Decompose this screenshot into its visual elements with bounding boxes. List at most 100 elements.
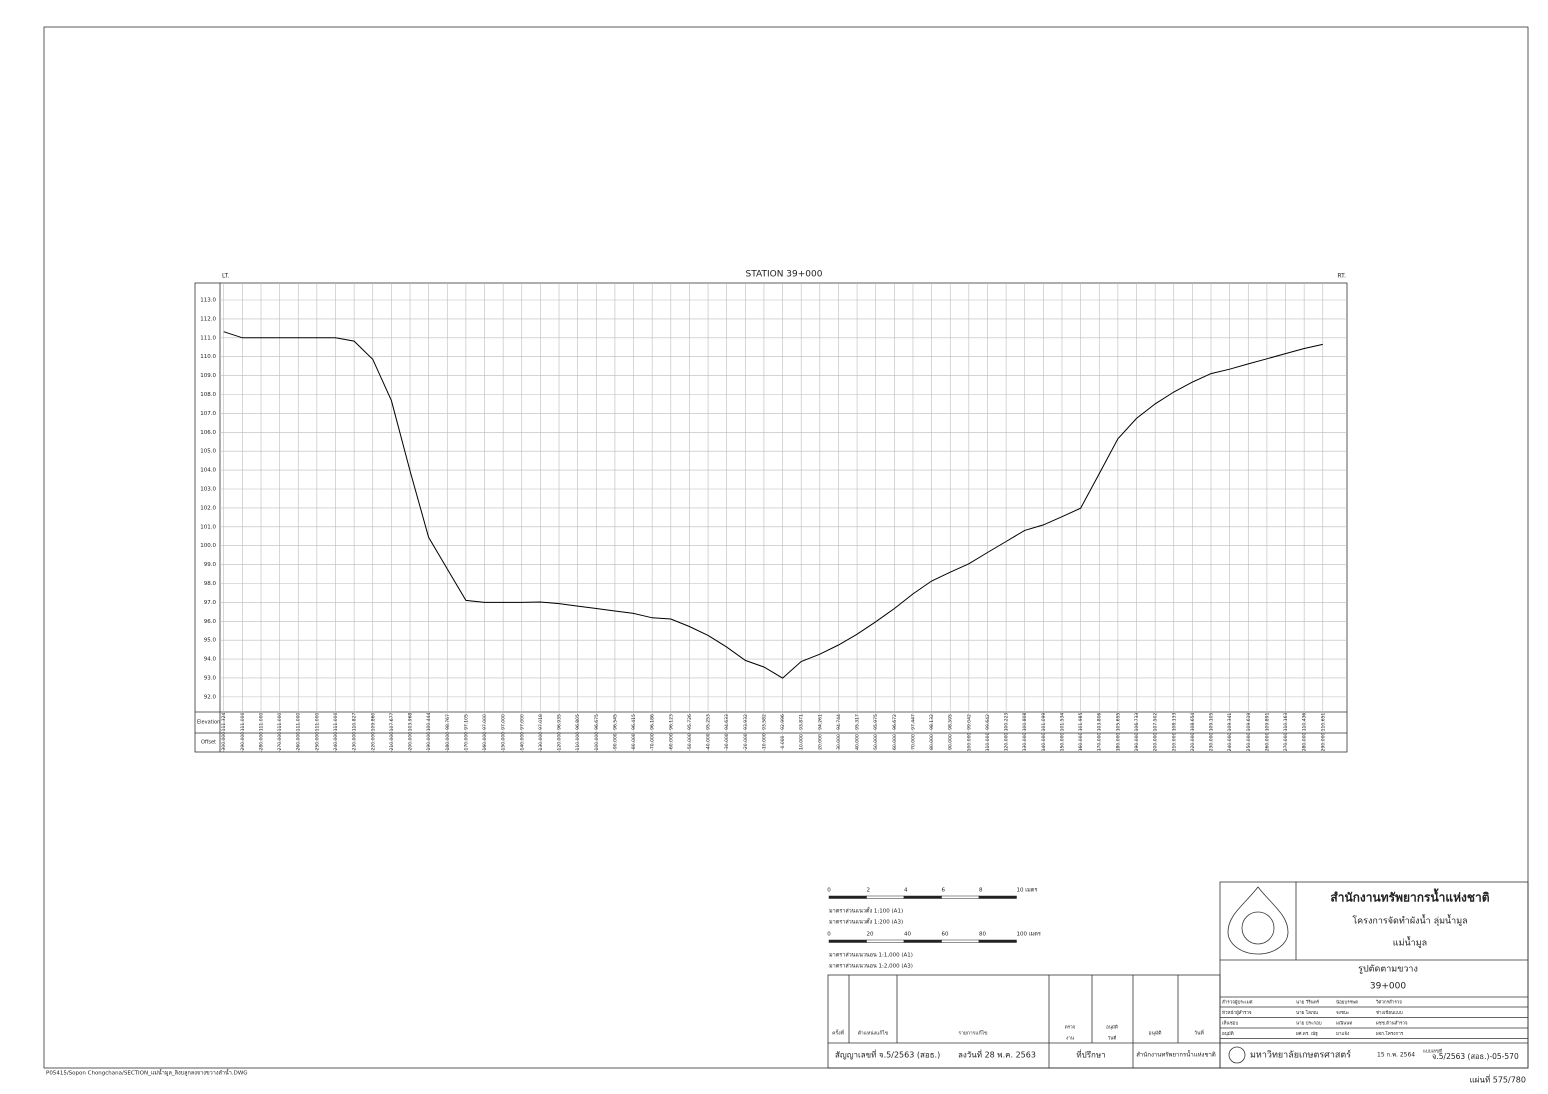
rev-header: ครั้งที่: [832, 1028, 844, 1037]
x-tick-label: -70.000: [650, 733, 656, 751]
scale-segment: [903, 939, 942, 943]
x-tick-label: -50.000: [687, 733, 693, 751]
elevation-label: 110.163: [1283, 713, 1289, 732]
scale-note: มาตราส่วนแนวนอน 1:2,000 (A3): [829, 963, 913, 970]
scale-segment: [978, 895, 1017, 899]
elevation-label: 97.000: [482, 714, 488, 730]
river: แม่น้ำมูล: [1393, 936, 1427, 949]
y-tick-label: 108.0: [200, 392, 216, 398]
y-tick-label: 104.0: [200, 468, 216, 474]
elevation-label: 111.000: [296, 713, 302, 732]
contract-date: ลงวันที่ 28 พ.ค. 2563: [958, 1049, 1036, 1060]
x-tick-label: 90.000: [948, 734, 954, 750]
x-tick-label: 220.000: [1190, 733, 1196, 752]
x-tick-label: -300.000: [221, 732, 227, 752]
rev-header: ตรวจ: [1065, 1025, 1076, 1031]
x-tick-label: -230.000: [352, 732, 358, 752]
x-tick-label: -10.000: [761, 733, 767, 751]
staff-cell: มณีนนท: [1336, 1021, 1352, 1027]
y-tick-label: 99.0: [204, 562, 217, 568]
y-tick-label: 92.0: [204, 694, 217, 700]
elevation-label: 103.968: [408, 713, 414, 732]
elevation-label: 93.932: [743, 714, 749, 730]
scale-segment: [978, 939, 1017, 943]
elevation-label: 110.436: [1302, 713, 1308, 732]
y-tick-label: 96.0: [204, 619, 217, 625]
x-tick-label: 250.000: [1246, 733, 1252, 752]
x-tick-label: -140.000: [519, 732, 525, 752]
elevation-label: 110.651: [1320, 713, 1326, 732]
elevation-label: 93.871: [799, 714, 805, 730]
row-label: Elevation: [197, 720, 220, 726]
rev-header: รายการแก้ไข: [958, 1030, 987, 1037]
y-tick-label: 106.0: [200, 430, 216, 436]
elevation-label: 99.642: [985, 714, 991, 730]
drawing-no: จ.5/2563 (สอธ.)-05-570: [1432, 1052, 1519, 1061]
logo: [1241, 911, 1275, 945]
staff-cell: ผชช.ด้านสำรวจ: [1376, 1020, 1408, 1027]
x-tick-label: 260.000: [1264, 733, 1270, 752]
staff-cell: น้อยบรรพต: [1336, 1000, 1358, 1006]
y-tick-label: 97.0: [204, 600, 217, 606]
elevation-label: 108.133: [1171, 713, 1177, 732]
y-tick-label: 111.0: [200, 335, 216, 341]
scale-segment: [828, 895, 867, 899]
x-tick-label: 40.000: [855, 734, 861, 750]
ground-profile: [223, 331, 1323, 679]
staff-cell: หัวหน้าผู้สำรวจ: [1222, 1009, 1252, 1016]
y-tick-label: 102.0: [200, 505, 216, 511]
elevation-label: 94.633: [724, 714, 730, 730]
chart-title: STATION 39+000: [746, 270, 823, 280]
elevation-label: 111.000: [240, 713, 246, 732]
x-tick-label: -160.000: [482, 732, 488, 752]
title-block: [1219, 881, 1529, 1069]
y-tick-label: 93.0: [204, 675, 217, 681]
x-tick-label: 50.000: [873, 734, 879, 750]
x-tick-label: 190.000: [1134, 733, 1140, 752]
scale-tick: 10 เมตร: [1017, 888, 1038, 894]
elevation-label: 100.808: [1022, 713, 1028, 732]
staff-cell: นาย วีรินทร์: [1296, 999, 1320, 1006]
drawing-title: รูปตัดตามขวาง: [1358, 965, 1418, 975]
y-tick-label: 100.0: [200, 543, 216, 549]
scale-note: มาตราส่วนแนวตั้ง 1:100 (A1): [829, 907, 903, 915]
left-label: LT.: [222, 273, 229, 280]
elevation-label: 95.726: [687, 714, 693, 730]
staff-cell: นาย ประกอบ: [1296, 1021, 1322, 1027]
elevation-label: 96.672: [892, 714, 898, 730]
sheet-number: แผ่นที่ 575/780: [1470, 1074, 1526, 1085]
scale-tick: 0: [827, 932, 831, 938]
scale-tick: 2: [867, 888, 871, 894]
elevation-label: 109.341: [1227, 713, 1233, 732]
elevation-label: 111.000: [277, 713, 283, 732]
scale-tick: 40: [904, 932, 911, 938]
y-tick-label: 105.0: [200, 449, 216, 455]
x-tick-label: 60.000: [892, 734, 898, 750]
elevation-label: 94.744: [836, 714, 842, 730]
elevation-label: 101.534: [1059, 713, 1065, 732]
x-tick-label: -170.000: [463, 732, 469, 752]
row-label: Offset: [201, 740, 216, 746]
scale-segment: [828, 939, 867, 943]
x-tick-label: -260.000: [296, 732, 302, 752]
consultant: ที่ปรึกษา: [1076, 1049, 1105, 1060]
scale-tick: 8: [979, 888, 983, 894]
x-tick-label: 20.000: [817, 734, 823, 750]
x-tick-label: 200.000: [1153, 733, 1159, 752]
elevation-label: 97.000: [501, 714, 507, 730]
rev-header: วันที่: [1108, 1035, 1117, 1042]
x-tick-label: -90.000: [612, 733, 618, 751]
elevation-label: 111.324: [221, 713, 227, 732]
y-tick-label: 113.0: [200, 298, 216, 304]
elevation-label: 101.985: [1078, 713, 1084, 732]
x-tick-label: 120.000: [1004, 733, 1010, 752]
staff-cell: สำรวจผู้ประเมศ: [1222, 999, 1253, 1006]
elevation-label: 109.891: [1264, 713, 1270, 732]
y-tick-label: 107.0: [200, 411, 216, 417]
elevation-label: 109.105: [1209, 713, 1215, 732]
elevation-label: 105.655: [1115, 713, 1121, 732]
staff-cell: นาย โสภณ: [1296, 1009, 1318, 1016]
elevation-label: 96.123: [668, 714, 674, 730]
elevation-label: 107.677: [389, 713, 395, 732]
